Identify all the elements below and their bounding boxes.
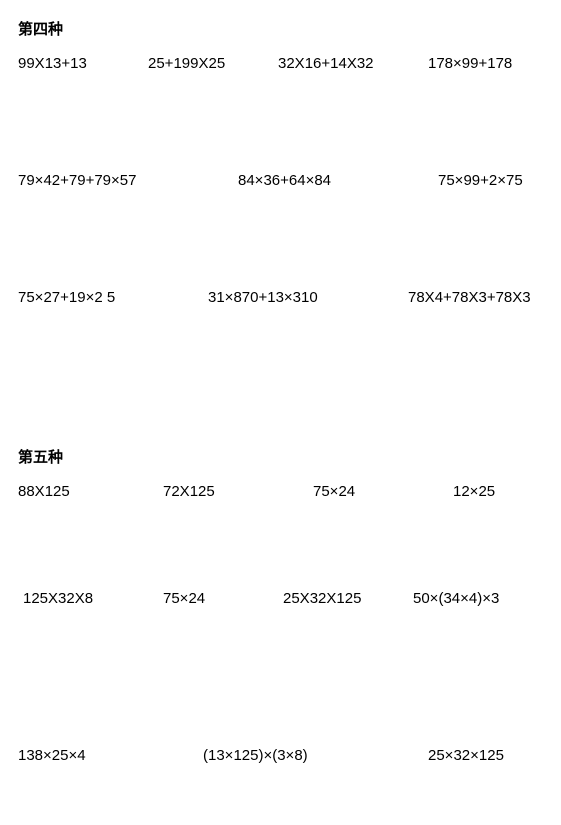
- expression: 78X4+78X3+78X3: [408, 289, 531, 306]
- expression: 84×36+64×84: [238, 172, 438, 189]
- expression: 75×27+19×2 5: [18, 289, 208, 306]
- expression: 79×42+79+79×57: [18, 172, 238, 189]
- expression: 12×25: [453, 483, 495, 500]
- section4-row3: 75×27+19×2 5 31×870+13×310 78X4+78X3+78X…: [18, 289, 543, 306]
- section5-row2: 125X32X8 75×24 25X32X125 50×(34×4)×3: [18, 590, 543, 607]
- expression: 31×870+13×310: [208, 289, 408, 306]
- expression: 25X32X125: [283, 590, 413, 607]
- expression: 138×25×4: [18, 747, 203, 764]
- expression: 88X125: [18, 483, 163, 500]
- expression: 72X125: [163, 483, 313, 500]
- expression: 75×99+2×75: [438, 172, 523, 189]
- expression: 99X13+13: [18, 55, 148, 72]
- section5-heading: 第五种: [18, 446, 543, 467]
- expression: 32X16+14X32: [278, 55, 428, 72]
- expression: (13×125)×(3×8): [203, 747, 428, 764]
- expression: 50×(34×4)×3: [413, 590, 499, 607]
- expression: 178×99+178: [428, 55, 512, 72]
- expression: 75×24: [163, 590, 283, 607]
- expression: 125X32X8: [18, 590, 163, 607]
- expression: 75×24: [313, 483, 453, 500]
- expression: 25+199X25: [148, 55, 278, 72]
- section4-row2: 79×42+79+79×57 84×36+64×84 75×99+2×75: [18, 172, 543, 189]
- expression: 25×32×125: [428, 747, 504, 764]
- section5-row1: 88X125 72X125 75×24 12×25: [18, 483, 543, 500]
- section4-row1: 99X13+13 25+199X25 32X16+14X32 178×99+17…: [18, 55, 543, 72]
- section5-row3: 138×25×4 (13×125)×(3×8) 25×32×125: [18, 747, 543, 764]
- section4-heading: 第四种: [18, 18, 543, 39]
